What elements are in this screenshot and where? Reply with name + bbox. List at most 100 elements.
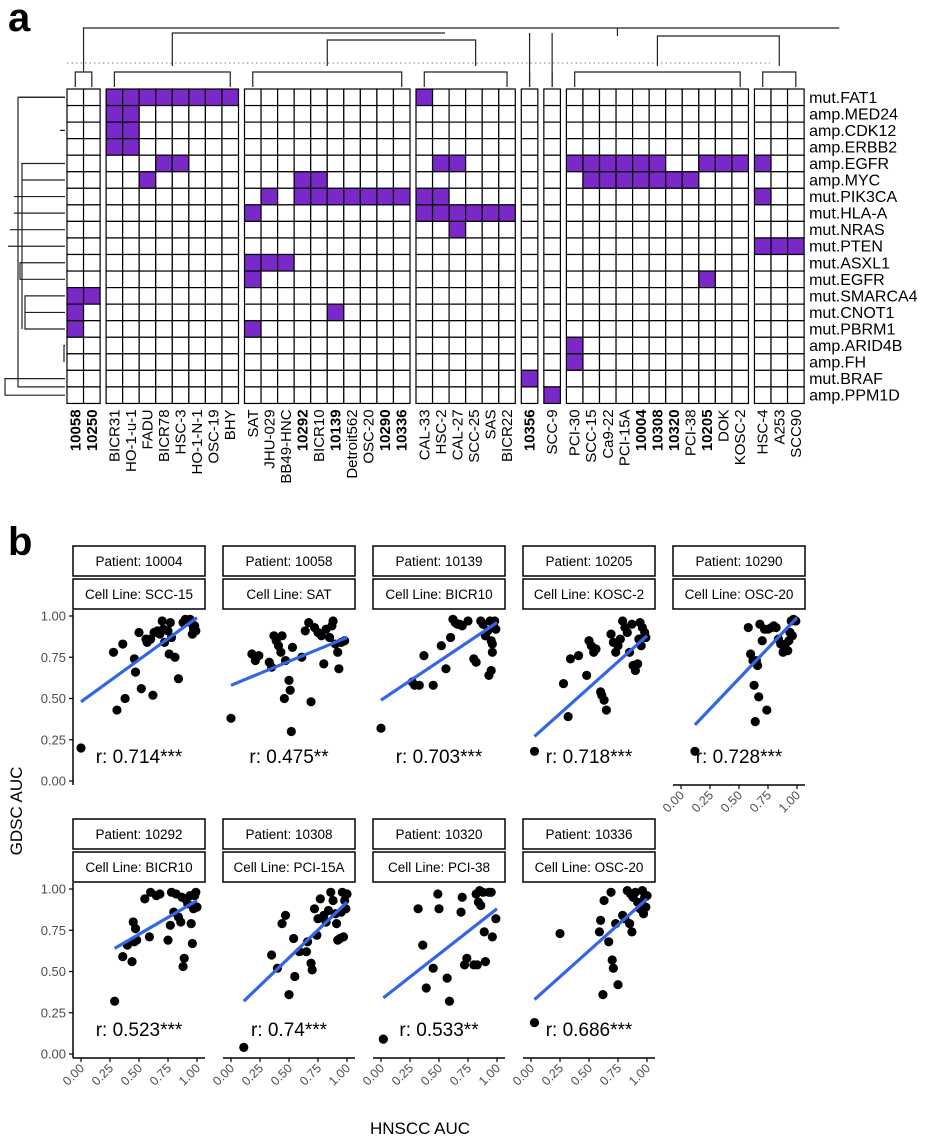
heatmap-cell bbox=[520, 303, 539, 322]
facet-strip-patient bbox=[522, 545, 656, 577]
heatmap-cell bbox=[392, 287, 411, 305]
row-label: mut.PIK3CA bbox=[809, 189, 897, 206]
regression-line bbox=[693, 616, 799, 727]
heatmap-cell bbox=[260, 138, 279, 156]
heatmap-cell bbox=[615, 253, 634, 272]
heatmap-cell bbox=[105, 253, 124, 272]
heatmap-cell-filled bbox=[243, 204, 262, 223]
heatmap-cell bbox=[326, 253, 345, 272]
heatmap-cell bbox=[204, 369, 223, 388]
data-point bbox=[140, 894, 150, 904]
heatmap-cell bbox=[105, 386, 124, 405]
heatmap-cell-filled bbox=[359, 187, 378, 206]
heatmap-cell bbox=[359, 270, 378, 289]
heatmap-cell bbox=[343, 369, 361, 388]
heatmap-cell bbox=[448, 104, 467, 123]
data-point bbox=[484, 670, 494, 680]
heatmap-cell bbox=[204, 303, 223, 322]
data-point bbox=[120, 693, 130, 704]
heatmap-cell bbox=[431, 369, 450, 388]
facet-strip-cell-line bbox=[72, 851, 206, 883]
heatmap-cell bbox=[714, 187, 733, 206]
heatmap-cell bbox=[155, 171, 173, 189]
data-point bbox=[284, 990, 294, 1000]
heatmap-cell bbox=[260, 154, 279, 173]
data-point bbox=[187, 629, 197, 639]
heatmap-cell bbox=[565, 204, 584, 223]
heatmap-cell-filled bbox=[66, 287, 85, 305]
heatmap-cell bbox=[598, 287, 617, 305]
heatmap-cell bbox=[155, 320, 173, 338]
heatmap-cell-filled bbox=[714, 154, 733, 173]
data-point bbox=[279, 693, 289, 704]
data-point bbox=[376, 723, 386, 733]
data-point bbox=[582, 670, 592, 680]
column-label: Ca9-22 bbox=[600, 409, 617, 458]
heatmap-cell bbox=[731, 303, 750, 322]
data-point bbox=[428, 680, 438, 690]
heatmap-cell bbox=[277, 88, 295, 107]
column-label: 10139 bbox=[328, 409, 345, 451]
data-point bbox=[757, 636, 767, 646]
data-point bbox=[130, 924, 141, 934]
heatmap-cell-filled bbox=[415, 187, 434, 206]
row-label: amp.ARID4B bbox=[809, 338, 902, 355]
heatmap-cell bbox=[698, 171, 716, 189]
heatmap-cell bbox=[770, 171, 789, 189]
heatmap-cell bbox=[415, 386, 434, 405]
panel-label-a: a bbox=[8, 0, 31, 40]
heatmap-cell-filled bbox=[582, 154, 601, 173]
heatmap-cell bbox=[681, 154, 700, 173]
heatmap-cell bbox=[481, 287, 500, 305]
heatmap-cell bbox=[714, 237, 733, 256]
data-point bbox=[642, 891, 652, 901]
data-point bbox=[754, 692, 764, 702]
heatmap-cell bbox=[498, 270, 516, 289]
heatmap-cell bbox=[615, 121, 634, 140]
heatmap-cell bbox=[343, 154, 361, 173]
heatmap-cell bbox=[631, 353, 650, 371]
data-point bbox=[179, 953, 189, 963]
heatmap-cell bbox=[243, 353, 262, 371]
heatmap-cell bbox=[105, 270, 124, 289]
heatmap-cell bbox=[376, 287, 395, 305]
heatmap-cell bbox=[714, 369, 733, 388]
regression-line bbox=[382, 907, 498, 1000]
heatmap-cell bbox=[520, 104, 539, 123]
heatmap-cell bbox=[359, 237, 378, 256]
heatmap-cell bbox=[582, 369, 601, 388]
heatmap-cell bbox=[66, 237, 85, 256]
x-tick-label: 0.75 bbox=[597, 1061, 624, 1088]
heatmap-cell bbox=[243, 220, 262, 239]
data-point bbox=[277, 919, 287, 929]
heatmap-cell bbox=[326, 88, 345, 107]
data-point bbox=[442, 973, 452, 983]
heatmap-cell bbox=[681, 320, 700, 338]
column-label: SAT bbox=[245, 409, 262, 437]
data-point bbox=[555, 928, 565, 939]
dendrogram-branch bbox=[4, 344, 65, 396]
heatmap-cell bbox=[293, 386, 312, 405]
heatmap-cell bbox=[598, 220, 617, 239]
data-point bbox=[421, 983, 431, 993]
heatmap-cell bbox=[243, 303, 262, 322]
mutation-heatmap: mut.FAT1amp.MED24amp.CDK12amp.ERBB2amp.E… bbox=[4, 27, 918, 484]
heatmap-cell bbox=[714, 204, 733, 223]
column-label: HO-1-N-1 bbox=[189, 409, 206, 474]
heatmap-cell bbox=[665, 88, 683, 107]
heatmap-cell bbox=[310, 154, 328, 173]
heatmap-cell bbox=[171, 303, 190, 322]
column-label: SAS bbox=[482, 409, 499, 439]
heatmap-cell bbox=[786, 220, 805, 239]
heatmap-cell bbox=[82, 104, 101, 123]
heatmap-cell bbox=[431, 287, 450, 305]
heatmap-cell bbox=[615, 104, 634, 123]
heatmap-cell bbox=[698, 220, 716, 239]
heatmap-cell bbox=[359, 121, 378, 140]
heatmap-cell bbox=[359, 204, 378, 223]
heatmap-cell bbox=[221, 336, 240, 355]
column-label: Detroit562 bbox=[344, 409, 361, 478]
heatmap-cell bbox=[648, 237, 667, 256]
data-point bbox=[191, 887, 201, 897]
heatmap-cell bbox=[204, 353, 223, 371]
